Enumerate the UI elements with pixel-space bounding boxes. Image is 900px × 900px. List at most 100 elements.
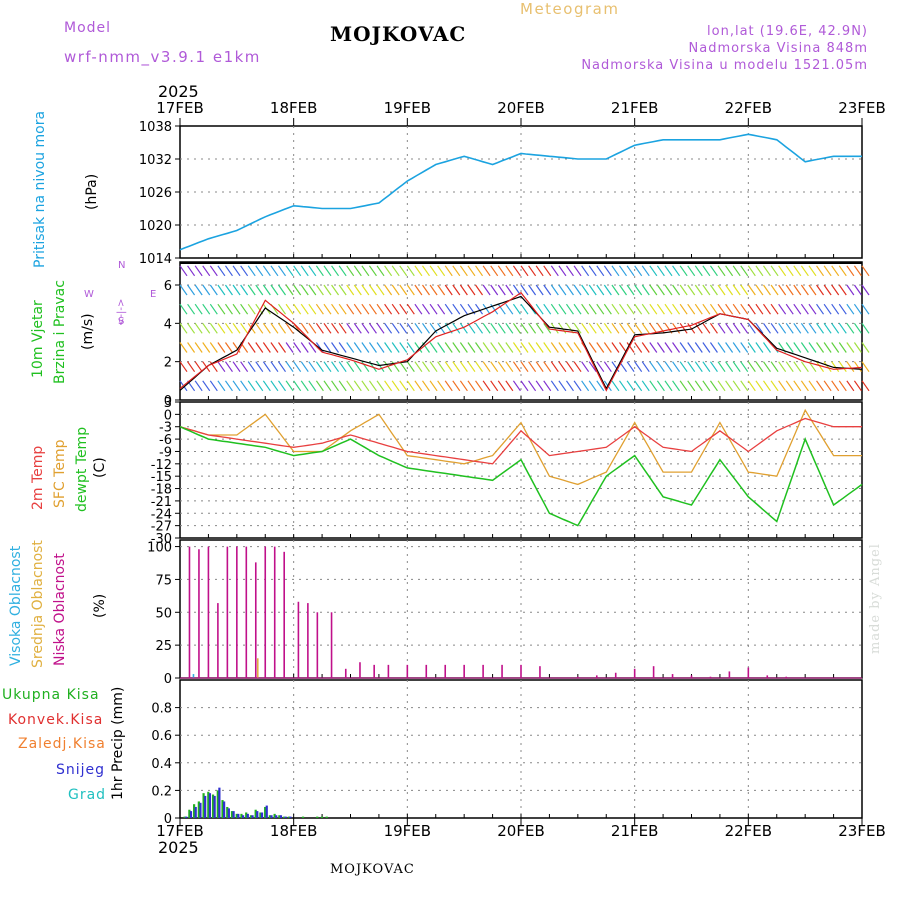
wind-arrow — [550, 380, 559, 392]
wind-arrow — [247, 284, 256, 296]
wind-arrow — [702, 284, 711, 296]
precip-bar — [320, 816, 324, 818]
wind-arrow — [376, 342, 385, 353]
wind-arrow — [732, 361, 741, 373]
wind-arrow — [429, 342, 438, 353]
wind-arrow — [255, 284, 264, 296]
wind-arrow — [361, 265, 370, 277]
wind-arrow — [194, 303, 203, 315]
wind-arrow — [361, 303, 370, 315]
y-tick-label: 2 — [164, 356, 172, 371]
y-tick-label: 25 — [155, 639, 172, 654]
wind-arrow — [709, 380, 718, 392]
wind-arrow — [846, 284, 855, 296]
wind-arrow — [270, 361, 279, 373]
graupel-legend: Grad — [68, 787, 107, 803]
wind-arrow — [596, 303, 605, 315]
wind-arrow — [497, 380, 506, 392]
wind-arrow — [482, 361, 491, 373]
wind-arrow — [323, 265, 332, 277]
wind-arrow — [573, 342, 582, 353]
precip-bar — [208, 793, 212, 818]
wind-arrow — [785, 303, 794, 315]
y-tick-label: 0.6 — [151, 729, 172, 744]
wind-arrow — [626, 322, 635, 334]
wind-arrow — [353, 265, 362, 277]
wind-arrow — [702, 380, 711, 392]
wind-arrow — [755, 284, 764, 296]
wind-arrow — [725, 284, 734, 296]
wind-arrow — [725, 361, 734, 373]
wind-arrow — [694, 265, 703, 277]
wind-key-n: N — [118, 260, 126, 271]
wind-arrow — [770, 303, 779, 315]
wind-arrow — [770, 265, 779, 277]
precip-bar — [254, 809, 257, 818]
wind-arrow — [823, 342, 832, 353]
wind-arrow — [634, 322, 643, 334]
wind-arrow — [421, 303, 430, 315]
wind-arrow — [331, 361, 340, 373]
wind-arrow — [755, 380, 764, 392]
wind-arrow — [209, 303, 218, 315]
wind-arrow — [725, 380, 734, 392]
wind-arrow — [475, 284, 484, 296]
wind-arrow — [762, 322, 771, 334]
wind-arrow — [800, 361, 809, 373]
altitude-label: Nadmorska Visina 848m — [688, 41, 868, 56]
wind-arrow — [437, 265, 446, 277]
wind-arrow — [194, 322, 203, 334]
wind-arrow — [308, 380, 317, 392]
precip-total-legend: Ukupna Kisa — [2, 687, 100, 703]
wind-arrow — [338, 361, 347, 373]
precip-bar — [207, 791, 210, 818]
wind-arrow — [558, 361, 567, 373]
wind-arrow — [278, 380, 287, 392]
wind-arrow — [270, 265, 279, 277]
wind-arrow — [255, 322, 264, 334]
wind-arrow — [194, 265, 203, 277]
wind-arrow — [452, 322, 461, 334]
wind-arrow — [528, 342, 537, 353]
wind-arrow — [740, 303, 749, 315]
wind-arrow — [179, 265, 188, 277]
wind-arrow — [709, 361, 718, 373]
wind-arrow — [656, 361, 665, 373]
wind-arrow — [808, 265, 817, 277]
wind-arrow — [421, 322, 430, 334]
y-tick-label: 1026 — [139, 186, 172, 201]
dewpoint-line — [179, 426, 863, 527]
wind-arrow — [853, 284, 862, 296]
wind-arrow — [224, 303, 233, 315]
wind-arrow — [361, 322, 370, 334]
wind-arrow — [717, 303, 726, 315]
wind-arrow — [490, 284, 499, 296]
precip-bar — [268, 815, 271, 818]
wind-arrow — [224, 322, 233, 334]
wind-arrow — [838, 361, 847, 373]
wind-arrow — [293, 361, 302, 373]
wind-arrow — [626, 361, 635, 373]
wind-arrow — [831, 265, 840, 277]
wind-arrow — [285, 361, 294, 373]
wind-arrow — [838, 303, 847, 315]
wind-arrow — [626, 303, 635, 315]
precip-bar — [216, 790, 219, 818]
wind-arrow — [732, 265, 741, 277]
date-label-bottom: 22FEB — [725, 822, 772, 840]
wind-arrow — [550, 303, 559, 315]
precip-bar — [264, 806, 267, 818]
wind-arrow — [634, 342, 643, 353]
wind-arrow — [565, 303, 574, 315]
wind-arrow — [831, 342, 840, 353]
wind-arrow — [300, 361, 309, 373]
wind-arrow — [762, 380, 771, 392]
precip-bar — [237, 813, 240, 818]
wind-arrow — [421, 284, 430, 296]
y-tick-label: 50 — [155, 606, 172, 621]
precip-bar — [223, 801, 226, 818]
wind-arrow — [732, 380, 741, 392]
wind-arrow — [520, 342, 529, 353]
y-tick-label: 100 — [147, 541, 172, 556]
wind-arrow — [232, 284, 241, 296]
